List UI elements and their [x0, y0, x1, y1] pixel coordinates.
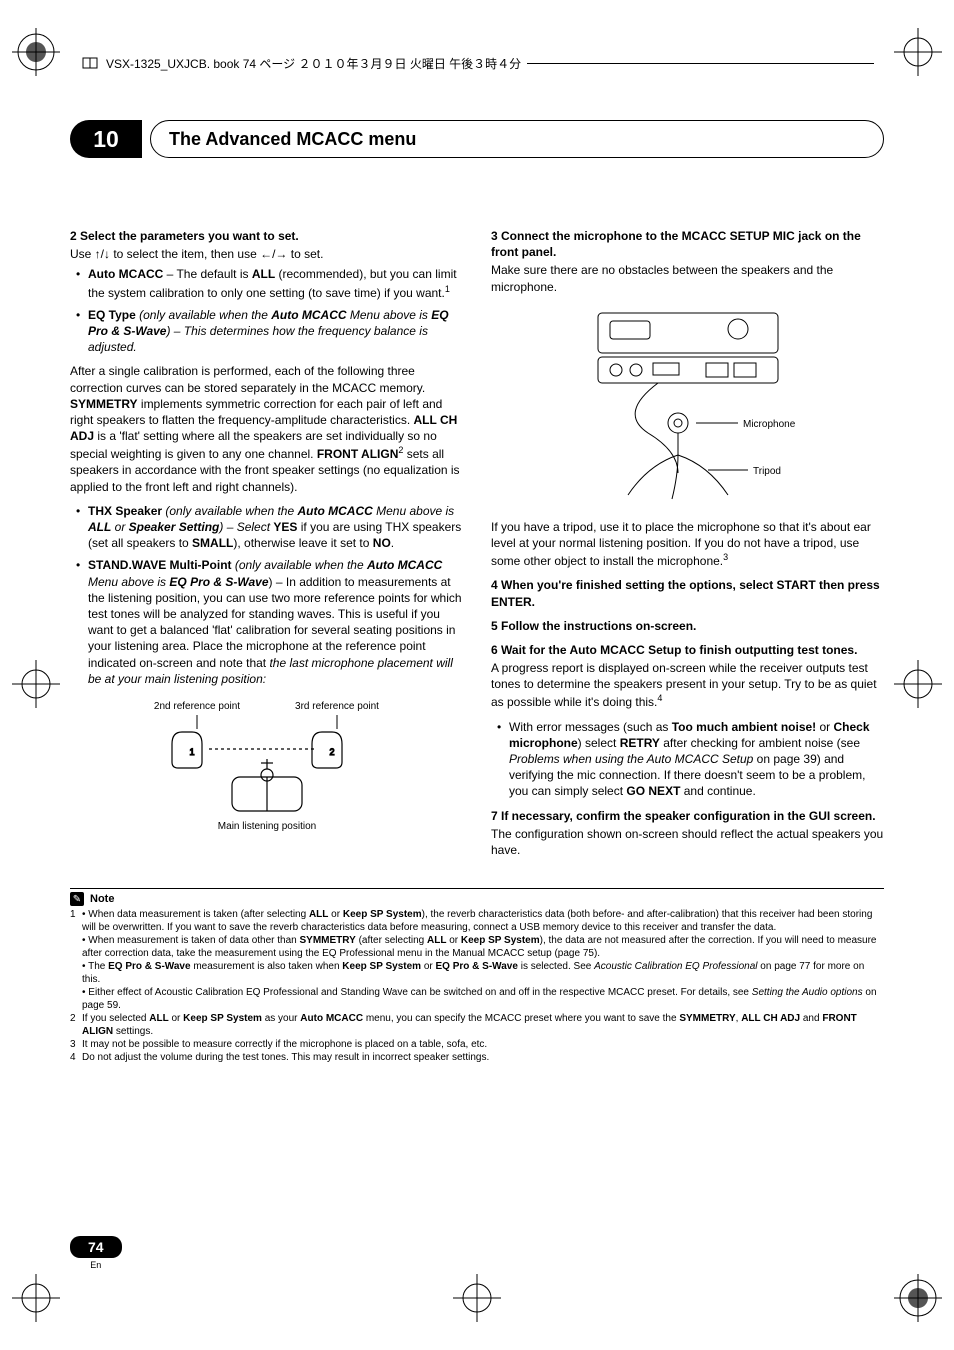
- print-mark-top-right: [894, 28, 942, 76]
- bullet-error-messages: With error messages (such as Too much am…: [509, 719, 884, 800]
- footnote-1-sub-4: • Either effect of Acoustic Calibration …: [70, 986, 884, 1012]
- step-5-title: 5 Follow the instructions on-screen.: [491, 618, 884, 634]
- listening-position-diagram: 2nd reference point 3rd reference point …: [70, 697, 463, 847]
- chapter-title-wrap: The Advanced MCACC menu: [150, 120, 884, 158]
- print-header-text: VSX-1325_UXJCB. book 74 ページ ２０１０年３月９日 火曜…: [100, 55, 527, 72]
- chapter-title: The Advanced MCACC menu: [169, 129, 416, 150]
- print-mark-mid-left: [12, 660, 60, 708]
- print-mark-top-left: [12, 28, 60, 76]
- step-6-title: 6 Wait for the Auto MCACC Setup to finis…: [491, 642, 884, 658]
- step-3-title: 3 Connect the microphone to the MCACC SE…: [491, 228, 884, 260]
- step-6-text: A progress report is displayed on-screen…: [491, 660, 884, 711]
- footnote-2: 2 If you selected ALL or Keep SP System …: [70, 1012, 884, 1038]
- right-column: 3 Connect the microphone to the MCACC SE…: [491, 228, 884, 866]
- svg-text:2: 2: [329, 747, 334, 757]
- print-mark-mid-right: [894, 660, 942, 708]
- book-icon: [80, 53, 100, 73]
- diag-main-label: Main listening position: [217, 821, 315, 832]
- print-header-line: VSX-1325_UXJCB. book 74 ページ ２０１０年３月９日 火曜…: [80, 52, 874, 74]
- bullet-auto-mcacc: Auto MCACC – The default is ALL (recomme…: [88, 266, 463, 300]
- chapter-number: 10: [70, 120, 142, 158]
- footnote-4: 4 Do not adjust the volume during the te…: [70, 1051, 884, 1064]
- diag-mic-label: Microphone: [743, 419, 796, 430]
- step-7-text: The configuration shown on-screen should…: [491, 826, 884, 858]
- step-7-title: 7 If necessary, confirm the speaker conf…: [491, 808, 884, 824]
- note-label: Note: [90, 893, 114, 905]
- print-header-rule: [527, 63, 874, 64]
- bullet-eq-type: EQ Type (only available when the Auto MC…: [88, 307, 463, 356]
- bullet-thx-speaker: THX Speaker (only available when the Aut…: [88, 503, 463, 552]
- footnote-1-sub-3: • The EQ Pro & S-Wave measurement is als…: [70, 960, 884, 986]
- footnote-1-sub-2: • When measurement is taken of data othe…: [70, 934, 884, 960]
- para-symmetry: After a single calibration is performed,…: [70, 363, 463, 495]
- note-header: ✎ Note: [70, 888, 884, 906]
- para-tripod: If you have a tripod, use it to place th…: [491, 519, 884, 570]
- step-2-text: Use ↑/↓ to select the item, then use ←/→…: [70, 246, 463, 262]
- svg-text:1: 1: [189, 747, 194, 757]
- footnotes: 1 • When data measurement is taken (afte…: [70, 908, 884, 1064]
- page-footer: 74 En: [70, 1236, 122, 1270]
- page-lang: En: [70, 1260, 122, 1270]
- step-2-title: 2 Select the parameters you want to set.: [70, 228, 463, 244]
- left-column: 2 Select the parameters you want to set.…: [70, 228, 463, 866]
- print-mark-bottom-left: [12, 1274, 60, 1322]
- diag-ref2-label: 2nd reference point: [153, 701, 239, 712]
- receiver-tripod-diagram: Microphone Tripod: [491, 305, 884, 505]
- page-number: 74: [70, 1236, 122, 1258]
- note-icon: ✎: [70, 892, 84, 906]
- diag-tripod-label: Tripod: [753, 466, 781, 477]
- step-4-title: 4 When you're finished setting the optio…: [491, 577, 884, 609]
- footnote-1: 1 • When data measurement is taken (afte…: [70, 908, 884, 934]
- step-3-text: Make sure there are no obstacles between…: [491, 262, 884, 294]
- bullet-standwave: STAND.WAVE Multi-Point (only available w…: [88, 557, 463, 687]
- diag-ref3-label: 3rd reference point: [295, 701, 379, 712]
- print-mark-bottom-center: [453, 1274, 501, 1322]
- footnote-3: 3 It may not be possible to measure corr…: [70, 1038, 884, 1051]
- chapter-header: 10 The Advanced MCACC menu: [70, 120, 884, 158]
- print-mark-bottom-right: [894, 1274, 942, 1322]
